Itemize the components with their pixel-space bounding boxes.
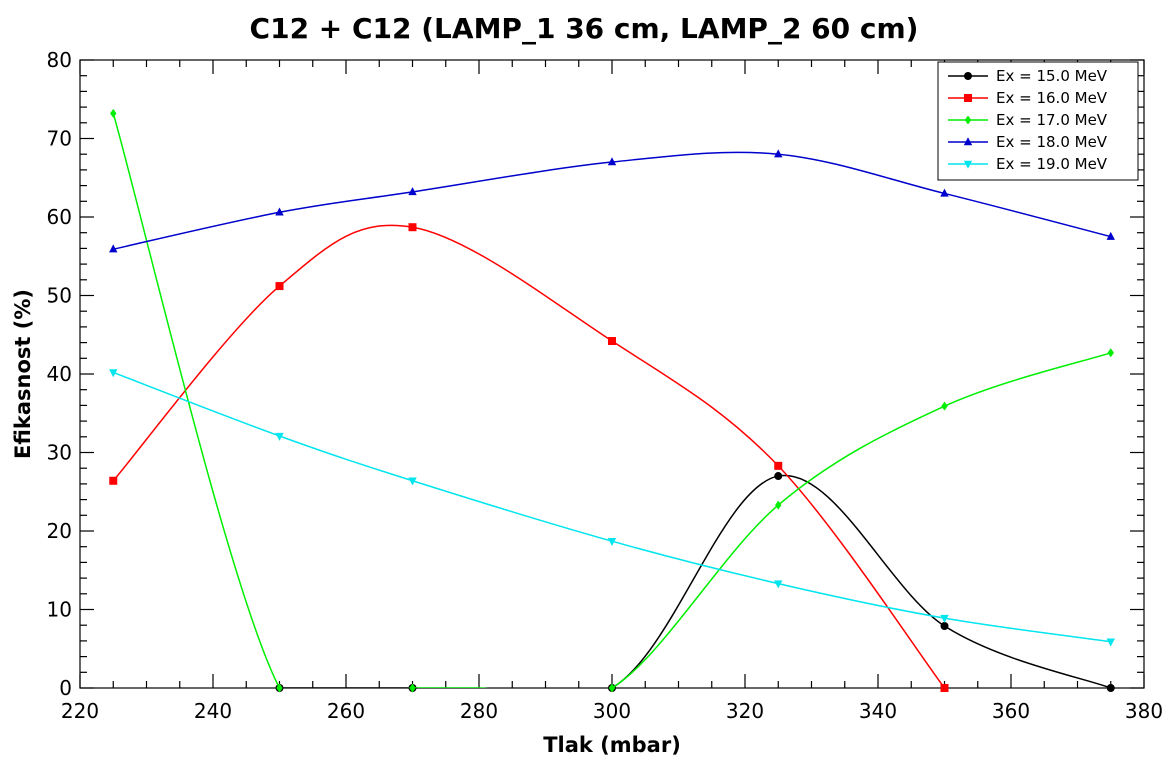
data-point (940, 684, 949, 692)
data-point (774, 461, 783, 470)
y-axis-label: Efikasnost (%) (11, 289, 35, 459)
chart-title: C12 + C12 (LAMP_1 36 cm, LAMP_2 60 cm) (250, 12, 919, 45)
data-point (607, 538, 617, 547)
series-5 (109, 369, 1115, 647)
data-point (774, 472, 783, 481)
data-point (408, 187, 417, 196)
data-point (109, 476, 118, 485)
data-point (275, 282, 284, 291)
data-point (408, 223, 417, 232)
y-tick-label: 30 (47, 441, 72, 465)
legend-item: Ex = 17.0 MeV (948, 111, 1108, 129)
x-tick-label: 300 (593, 699, 631, 723)
y-tick-label: 0 (59, 676, 72, 700)
data-point (1107, 348, 1114, 358)
x-tick-label: 240 (194, 699, 232, 723)
legend-swatch-marker (963, 137, 973, 146)
legend-swatch-marker (964, 94, 972, 102)
legend-label: Ex = 16.0 MeV (996, 89, 1108, 107)
series-layer (109, 108, 1115, 693)
x-tick-label: 360 (992, 699, 1030, 723)
x-axis-label: Tlak (mbar) (543, 733, 681, 757)
y-tick-label: 60 (47, 205, 72, 229)
axis-ticks: 220 240 260 280 300 320 340 360 380 0 10 20 30 40 50 60… (47, 48, 1164, 723)
y-tick-label: 70 (47, 127, 72, 151)
data-point (608, 683, 616, 693)
x-tick-label: 340 (859, 699, 897, 723)
series-3 (110, 108, 1114, 693)
legend-box (937, 61, 1139, 181)
data-point (109, 369, 118, 378)
data-point (774, 149, 783, 158)
series-2 (109, 223, 949, 692)
legend-swatch-marker (963, 160, 973, 169)
series-line (112, 113, 1111, 688)
data-point (275, 207, 284, 216)
data-point (774, 580, 783, 589)
series-line (279, 474, 1112, 688)
legend-label: Ex = 15.0 MeV (996, 67, 1108, 85)
y-tick-label: 40 (47, 362, 72, 386)
data-point (409, 683, 416, 693)
data-point (940, 614, 949, 623)
x-tick-label: 380 (1125, 699, 1163, 723)
data-point (408, 477, 417, 486)
legend-item: Ex = 18.0 MeV (948, 133, 1108, 151)
x-tick-label: 280 (460, 699, 498, 723)
data-point (608, 337, 616, 346)
data-point (941, 401, 948, 411)
legend-item: Ex = 15.0 MeV (948, 67, 1108, 85)
series-4 (109, 149, 1115, 253)
legend-swatch-marker (964, 115, 972, 125)
data-point (110, 108, 117, 118)
data-point (276, 683, 283, 693)
x-tick-label: 260 (327, 699, 365, 723)
y-tick-label: 50 (47, 284, 72, 308)
x-tick-label: 320 (726, 699, 764, 723)
legend-label: Ex = 17.0 MeV (996, 111, 1108, 129)
legend-swatch-marker (964, 72, 972, 80)
data-point (1106, 231, 1115, 240)
legend: Ex = 15.0 MeV Ex = 16.0 MeV Ex = 17.0 MeV E… (937, 61, 1139, 181)
data-point (940, 188, 949, 197)
legend-label: Ex = 19.0 MeV (996, 155, 1108, 173)
legend-label: Ex = 18.0 MeV (996, 133, 1108, 151)
data-point (1106, 684, 1115, 692)
x-tick-label: 220 (61, 699, 99, 723)
y-tick-label: 80 (47, 48, 72, 72)
data-point (775, 500, 782, 510)
data-point (940, 621, 949, 630)
series-line (112, 224, 946, 688)
legend-item: Ex = 16.0 MeV (948, 89, 1108, 107)
data-point (1106, 638, 1115, 647)
y-tick-label: 10 (47, 598, 72, 622)
data-point (275, 432, 284, 441)
data-point (109, 244, 118, 253)
data-point (607, 157, 617, 166)
legend-item: Ex = 19.0 MeV (948, 155, 1108, 173)
y-tick-label: 20 (47, 519, 72, 543)
